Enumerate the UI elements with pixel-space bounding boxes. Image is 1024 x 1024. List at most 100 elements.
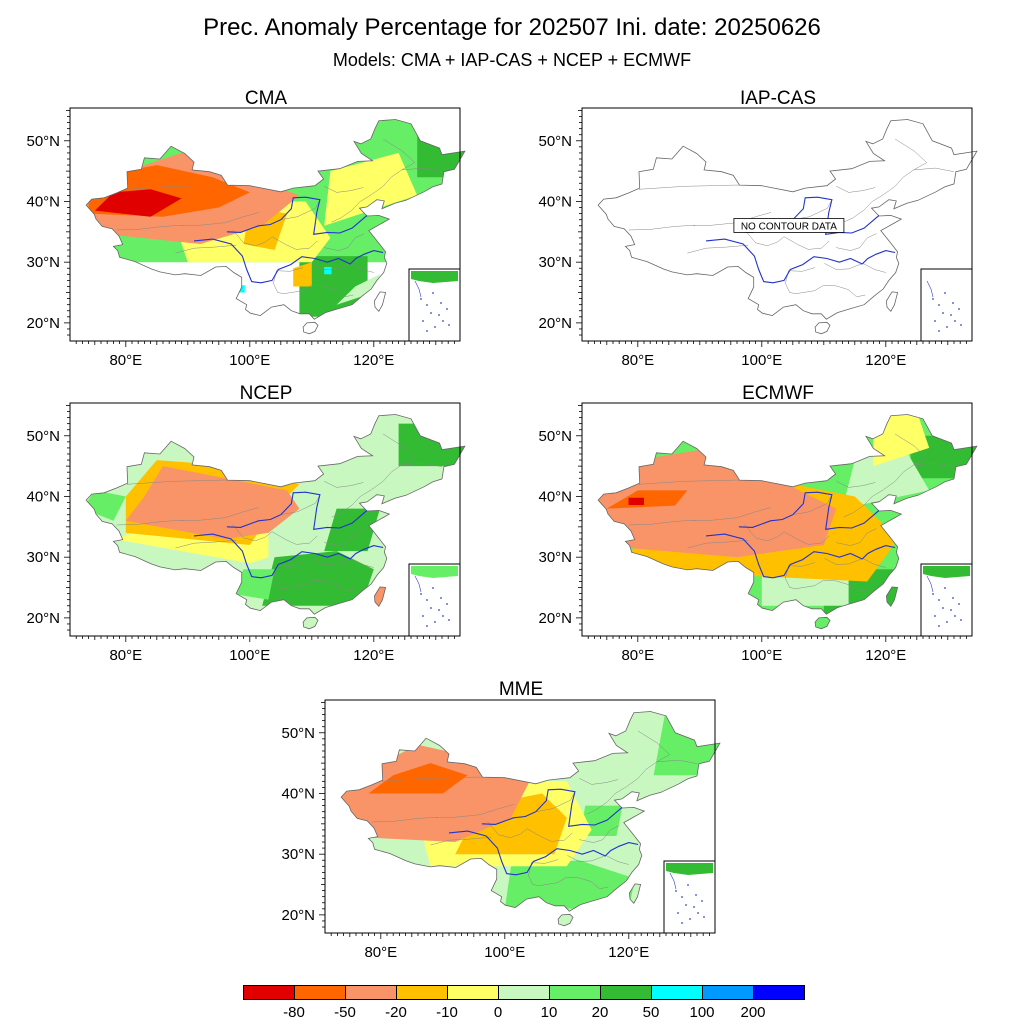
- south-china-sea-inset: [920, 563, 973, 637]
- axis-ticks: [64, 110, 455, 347]
- taiwan-outline: [885, 586, 899, 607]
- lon-tick-label: 80°E: [109, 647, 142, 664]
- lon-tick-label: 80°E: [621, 647, 654, 664]
- province-boundaries: [116, 138, 443, 298]
- legend-swatch: [651, 985, 703, 1000]
- lat-tick-label: 20°N: [538, 315, 572, 332]
- map-panel-iap-cas: 50°N 40°N 30°N 20°N 80°E 100°E 120°E NO CONTOUR…: [538, 107, 978, 369]
- map-panel-ecmwf: 50°N 40°N 30°N 20°N 80°E 100°E 120°E: [538, 402, 978, 664]
- anomaly-region: [606, 490, 688, 509]
- south-china-sea-inset: [920, 268, 973, 342]
- lat-tick-label: 20°N: [281, 907, 315, 924]
- legend-swatch: [294, 985, 346, 1000]
- legend-swatch: [702, 985, 754, 1000]
- country-outline: [85, 414, 466, 615]
- legend-label: 0: [493, 1004, 503, 1021]
- taiwan-outline: [373, 586, 387, 607]
- lat-tick-label: 50°N: [538, 428, 572, 445]
- anomaly-region: [368, 763, 468, 794]
- lon-tick-label: 100°E: [741, 647, 782, 664]
- south-china-sea-inset: [408, 268, 461, 342]
- map-panel-mme: 50°N 40°N 30°N 20°N 80°E 100°E 120°E: [281, 699, 721, 961]
- anomaly-region: [94, 189, 182, 217]
- hainan-outline: [302, 321, 319, 335]
- yangtze-river: [705, 238, 896, 284]
- legend-swatch: [243, 985, 295, 1000]
- axis-ticks: [319, 702, 710, 939]
- anomaly-region: [299, 256, 368, 317]
- axis-ticks: [64, 405, 455, 642]
- yangtze-river: [193, 238, 384, 284]
- legend-swatch: [549, 985, 601, 1000]
- legend-label: 200: [740, 1004, 766, 1021]
- lat-tick-label: 40°N: [26, 488, 60, 505]
- lat-tick-label: 50°N: [26, 133, 60, 150]
- legend-swatch: [396, 985, 448, 1000]
- lat-tick-label: 40°N: [26, 193, 60, 210]
- lon-tick-label: 120°E: [353, 352, 394, 369]
- lat-tick-label: 50°N: [538, 133, 572, 150]
- map-panel-ncep: 50°N 40°N 30°N 20°N 80°E 100°E 120°E: [26, 402, 466, 664]
- lat-tick-label: 20°N: [538, 610, 572, 627]
- lat-tick-label: 50°N: [26, 428, 60, 445]
- map-panel-cma: 50°N 40°N 30°N 20°N 80°E 100°E 120°E: [26, 107, 466, 369]
- lat-tick-label: 30°N: [538, 254, 572, 271]
- lon-tick-label: 100°E: [484, 944, 525, 961]
- legend-label: 50: [642, 1004, 660, 1021]
- lon-tick-label: 80°E: [364, 944, 397, 961]
- legend-swatch: [600, 985, 652, 1000]
- precip-anomaly-field: [598, 414, 977, 629]
- svg-text:NO CONTOUR DATA: NO CONTOUR DATA: [741, 221, 837, 232]
- panel-title-ncep: NCEP: [239, 383, 293, 404]
- yellow-river: [226, 491, 368, 530]
- yangtze-river: [705, 533, 896, 579]
- province-boundaries: [116, 433, 443, 593]
- lat-tick-label: 30°N: [538, 549, 572, 566]
- country-outline: [597, 119, 978, 320]
- lon-tick-label: 100°E: [229, 352, 270, 369]
- country-outline: [340, 711, 721, 912]
- hainan-outline: [557, 913, 574, 927]
- lon-tick-label: 120°E: [865, 352, 906, 369]
- lon-tick-label: 80°E: [109, 352, 142, 369]
- lat-tick-label: 40°N: [538, 488, 572, 505]
- anomaly-region: [86, 490, 126, 521]
- south-china-sea-inset: [663, 860, 716, 934]
- yellow-river: [738, 491, 880, 530]
- legend-label: 10: [540, 1004, 558, 1021]
- yellow-river: [226, 196, 368, 235]
- lat-tick-label: 30°N: [26, 254, 60, 271]
- lat-tick-label: 40°N: [538, 193, 572, 210]
- yangtze-river: [448, 830, 639, 876]
- lon-tick-label: 120°E: [608, 944, 649, 961]
- legend-label: -20: [385, 1004, 407, 1021]
- taiwan-outline: [628, 883, 642, 904]
- anomaly-region: [324, 152, 418, 226]
- legend-swatch: [498, 985, 550, 1000]
- lat-tick-label: 20°N: [26, 315, 60, 332]
- anomaly-region: [324, 508, 380, 552]
- no-contour-data-label: NO CONTOUR DATA: [733, 218, 845, 233]
- anomaly-region: [842, 447, 930, 509]
- hainan-outline: [302, 616, 319, 630]
- lon-tick-label: 120°E: [353, 647, 394, 664]
- axis-ticks: [576, 110, 967, 347]
- legend-swatch: [345, 985, 397, 1000]
- legend-label: -50: [334, 1004, 356, 1021]
- taiwan-outline: [885, 291, 899, 312]
- yellow-river: [481, 788, 623, 827]
- legend-label: -80: [283, 1004, 305, 1021]
- hainan-outline: [814, 321, 831, 335]
- figure-subtitle: Models: CMA + IAP-CAS + NCEP + ECMWF: [332, 50, 692, 70]
- lat-tick-label: 20°N: [26, 610, 60, 627]
- taiwan-outline: [373, 291, 387, 312]
- province-boundaries: [628, 138, 955, 298]
- lon-tick-label: 100°E: [741, 352, 782, 369]
- legend-label: -10: [436, 1004, 458, 1021]
- figure-title: Prec. Anomaly Percentage for 202507 Ini.…: [203, 14, 821, 41]
- lon-tick-label: 120°E: [865, 647, 906, 664]
- panel-title-iap-cas: IAP-CAS: [739, 88, 817, 109]
- anomaly-region: [262, 551, 374, 606]
- province-boundaries: [628, 433, 955, 593]
- panel-title-ecmwf: ECMWF: [742, 383, 814, 404]
